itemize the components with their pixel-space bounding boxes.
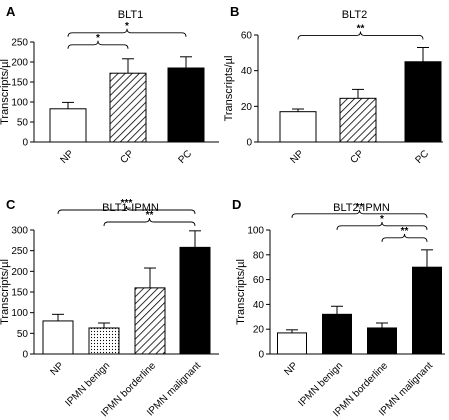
bar — [49, 108, 87, 143]
significance-bracket — [336, 221, 428, 230]
y-tick-label: 20 — [241, 102, 253, 113]
y-axis-label: Transcripts/µl — [0, 259, 11, 325]
panel-c: C BLT1-IPMN 0 50 100 150 200 250 300 Transcripts/… — [0, 197, 219, 419]
y-tick-label: 50 — [17, 118, 29, 129]
bar — [339, 97, 377, 143]
chart-title: BLT1-IPMN — [102, 202, 159, 214]
y-axis-label: Transcripts/µl — [235, 259, 247, 325]
bar — [167, 67, 205, 143]
bar — [134, 287, 166, 355]
significance-bracket — [381, 233, 428, 242]
significance-label: * — [380, 214, 384, 225]
panel-letter: B — [230, 4, 239, 19]
chart-title: BLT1 — [118, 9, 143, 21]
panel-letter: D — [232, 197, 241, 212]
y-tick-label: 250 — [11, 246, 28, 257]
chart-title: BLT2-IPMN — [333, 202, 390, 214]
chart-title: BLT2 — [342, 9, 367, 21]
bar — [367, 327, 397, 355]
bar — [279, 111, 317, 143]
significance-label: ** — [356, 202, 364, 213]
significance-label: ** — [401, 226, 409, 237]
x-tick-label: NP — [283, 360, 301, 378]
bar — [277, 332, 307, 355]
bar — [109, 72, 147, 143]
panel-d: D BLT2-IPMN 0 20 40 60 80 100 Transcripts/µl NPIP… — [232, 197, 445, 419]
y-tick-label: 0 — [22, 350, 28, 361]
significance-bracket — [291, 209, 428, 218]
significance-label: ** — [357, 23, 365, 34]
y-tick-label: 40 — [253, 300, 265, 311]
x-tick-label: PC — [414, 148, 432, 166]
y-tick-label: 100 — [247, 226, 264, 237]
x-tick-label: CP — [119, 148, 137, 166]
y-tick-label: 200 — [11, 58, 28, 69]
y-tick-label: 250 — [11, 38, 28, 49]
x-tick-label: IPMN benign — [63, 360, 112, 409]
y-tick-label: 0 — [258, 350, 264, 361]
y-tick-label: 60 — [253, 275, 265, 286]
bar — [88, 327, 120, 355]
x-tick-label: CP — [349, 148, 367, 166]
y-tick-label: 0 — [246, 138, 252, 149]
panel-letter: A — [6, 4, 16, 19]
bar — [412, 266, 442, 355]
significance-label: *** — [121, 198, 133, 209]
significance-bracket — [57, 205, 196, 215]
bar — [404, 61, 442, 143]
bar — [322, 313, 352, 355]
y-tick-label: 50 — [17, 329, 29, 340]
y-tick-label: 40 — [241, 66, 253, 77]
y-tick-label: 200 — [11, 267, 28, 278]
significance-label: * — [96, 33, 100, 44]
y-tick-label: 20 — [253, 325, 265, 336]
y-tick-label: 80 — [253, 250, 265, 261]
x-tick-label: NP — [289, 148, 307, 166]
y-tick-label: 150 — [11, 288, 28, 299]
significance-label: ** — [146, 210, 154, 221]
y-axis-label: Transcripts/µl — [223, 56, 235, 122]
y-tick-label: 0 — [22, 138, 28, 149]
panel-b: B BLT2 0 20 40 60 Transcripts/µl NP CP PC ** — [223, 4, 443, 166]
y-tick-label: 300 — [11, 226, 28, 237]
y-tick-label: 60 — [241, 31, 253, 42]
significance-bracket — [103, 217, 196, 227]
panel-letter: C — [6, 197, 16, 212]
x-tick-label: NP — [49, 360, 67, 378]
x-tick-label: IPMN benign — [296, 360, 345, 409]
bar — [42, 320, 74, 355]
y-tick-label: 100 — [11, 98, 28, 109]
significance-bracket — [67, 40, 129, 49]
y-tick-label: 100 — [11, 308, 28, 319]
y-axis-label: Transcripts/µl — [0, 59, 11, 125]
significance-label: * — [125, 21, 129, 32]
x-tick-label: PC — [177, 148, 195, 166]
significance-bracket — [67, 28, 187, 37]
y-tick-label: 150 — [11, 78, 28, 89]
bar — [179, 246, 211, 355]
x-tick-label: NP — [59, 148, 77, 166]
